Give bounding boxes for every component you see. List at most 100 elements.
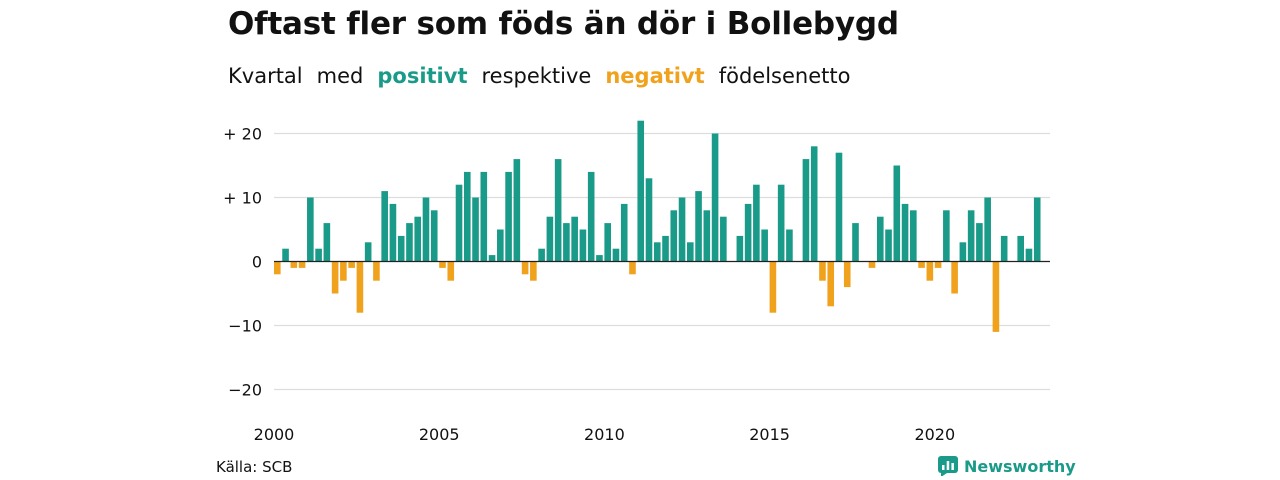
bar-positive <box>315 248 322 262</box>
bar-positive <box>852 223 859 262</box>
bar-negative <box>992 261 1000 332</box>
bar-positive <box>1017 235 1024 262</box>
bar-negative <box>521 261 529 275</box>
bar-positive <box>901 203 909 262</box>
bar-positive <box>513 159 521 262</box>
subtitle-word-birth-net: födelsenetto <box>718 64 851 88</box>
bar-negative <box>290 261 298 268</box>
bar-positive <box>571 216 578 262</box>
subtitle-negative-word: negativt <box>605 64 705 88</box>
bar-positive <box>943 210 950 262</box>
bar-positive <box>662 235 669 262</box>
x-tick-label: 2020 <box>914 425 955 444</box>
newsworthy-logo-icon <box>938 456 958 476</box>
bar-negative <box>447 261 455 281</box>
subtitle-word-quarter: Kvartal <box>228 64 303 88</box>
bar-positive <box>596 255 603 262</box>
y-tick-label: + 10 <box>223 189 262 208</box>
bar-negative <box>373 261 380 281</box>
x-tick-label: 2005 <box>419 425 460 444</box>
bar-positive <box>1000 235 1008 262</box>
bar-positive <box>687 242 694 262</box>
bar-positive <box>802 159 810 262</box>
bar-positive <box>835 152 843 262</box>
bar-positive <box>810 146 818 262</box>
x-tick-label: 2010 <box>584 425 625 444</box>
bar-positive <box>703 210 711 262</box>
bar-negative <box>439 261 446 268</box>
bar-positive <box>885 229 892 262</box>
bar-positive <box>893 165 901 262</box>
bar-chart: + 20 + 10 0 −10 −20 2000 2005 2010 2015 2020 <box>223 120 1050 444</box>
bar-positive <box>563 223 570 262</box>
bar-positive <box>786 229 793 262</box>
bar-positive <box>753 184 760 262</box>
bar-positive <box>307 197 314 262</box>
bar-positive <box>587 171 595 262</box>
bar-negative <box>298 261 306 268</box>
bar-positive <box>720 216 727 262</box>
bar-positive <box>579 229 587 262</box>
bar-negative <box>530 261 537 281</box>
bar-positive <box>761 229 768 262</box>
bar-negative <box>918 261 925 268</box>
bar-positive <box>463 171 471 262</box>
bar-positive <box>620 203 628 262</box>
chart-title: Oftast fler som föds än dör i Bollebygd <box>228 6 899 42</box>
bar-positive <box>430 210 438 262</box>
bar-positive <box>397 235 405 262</box>
bar-positive <box>381 191 388 262</box>
y-tick-label: −20 <box>228 381 262 400</box>
y-tick-label: + 20 <box>223 125 262 144</box>
bar-positive <box>406 223 413 262</box>
bar-positive <box>554 159 562 262</box>
bar-negative <box>843 261 851 288</box>
source-note: Källa: SCB <box>216 458 293 476</box>
subtitle-positive-word: positivt <box>377 64 468 88</box>
bar-positive <box>967 210 975 262</box>
bar-positive <box>546 216 554 262</box>
bar-positive <box>711 133 719 262</box>
bar-positive <box>612 248 620 262</box>
bar-positive <box>910 210 917 262</box>
bar-positive <box>488 255 496 262</box>
bar-positive <box>604 223 611 262</box>
bar-positive <box>538 248 545 262</box>
bar-positive <box>959 242 967 262</box>
x-tick-label: 2015 <box>749 425 790 444</box>
bar-positive <box>505 171 512 262</box>
bar-negative <box>926 261 934 281</box>
grid-lines <box>274 132 1050 391</box>
bar-positive <box>422 197 430 262</box>
y-tick-label: 0 <box>252 253 262 272</box>
bar-positive <box>670 210 678 262</box>
bar-negative <box>629 261 636 275</box>
bar-positive <box>282 248 289 262</box>
bar-positive <box>976 223 983 262</box>
bar-negative <box>274 261 281 275</box>
bar-negative <box>819 261 826 281</box>
bar-positive <box>414 216 422 262</box>
bar-positive <box>645 178 653 262</box>
bar-positive <box>1033 197 1041 262</box>
bar-positive <box>364 242 372 262</box>
bar-negative <box>951 261 958 294</box>
bar-negative <box>934 261 942 268</box>
y-tick-label: −10 <box>228 317 262 336</box>
bar-positive <box>1025 248 1033 262</box>
bar-positive <box>744 203 752 262</box>
brand-name: Newsworthy <box>964 456 1076 476</box>
bar-positive <box>736 235 744 262</box>
bar-negative <box>348 261 355 268</box>
bar-negative <box>331 261 339 294</box>
bar-negative <box>769 261 777 313</box>
brand-logo: Newsworthy <box>938 456 1076 476</box>
bar-negative <box>827 261 835 307</box>
bar-positive <box>653 242 661 262</box>
bar-positive <box>777 184 785 262</box>
bar-positive <box>480 171 488 262</box>
bar-positive <box>323 223 331 262</box>
bar-positive <box>637 120 645 262</box>
x-tick-label: 2000 <box>254 425 295 444</box>
bar-positive <box>455 184 463 262</box>
